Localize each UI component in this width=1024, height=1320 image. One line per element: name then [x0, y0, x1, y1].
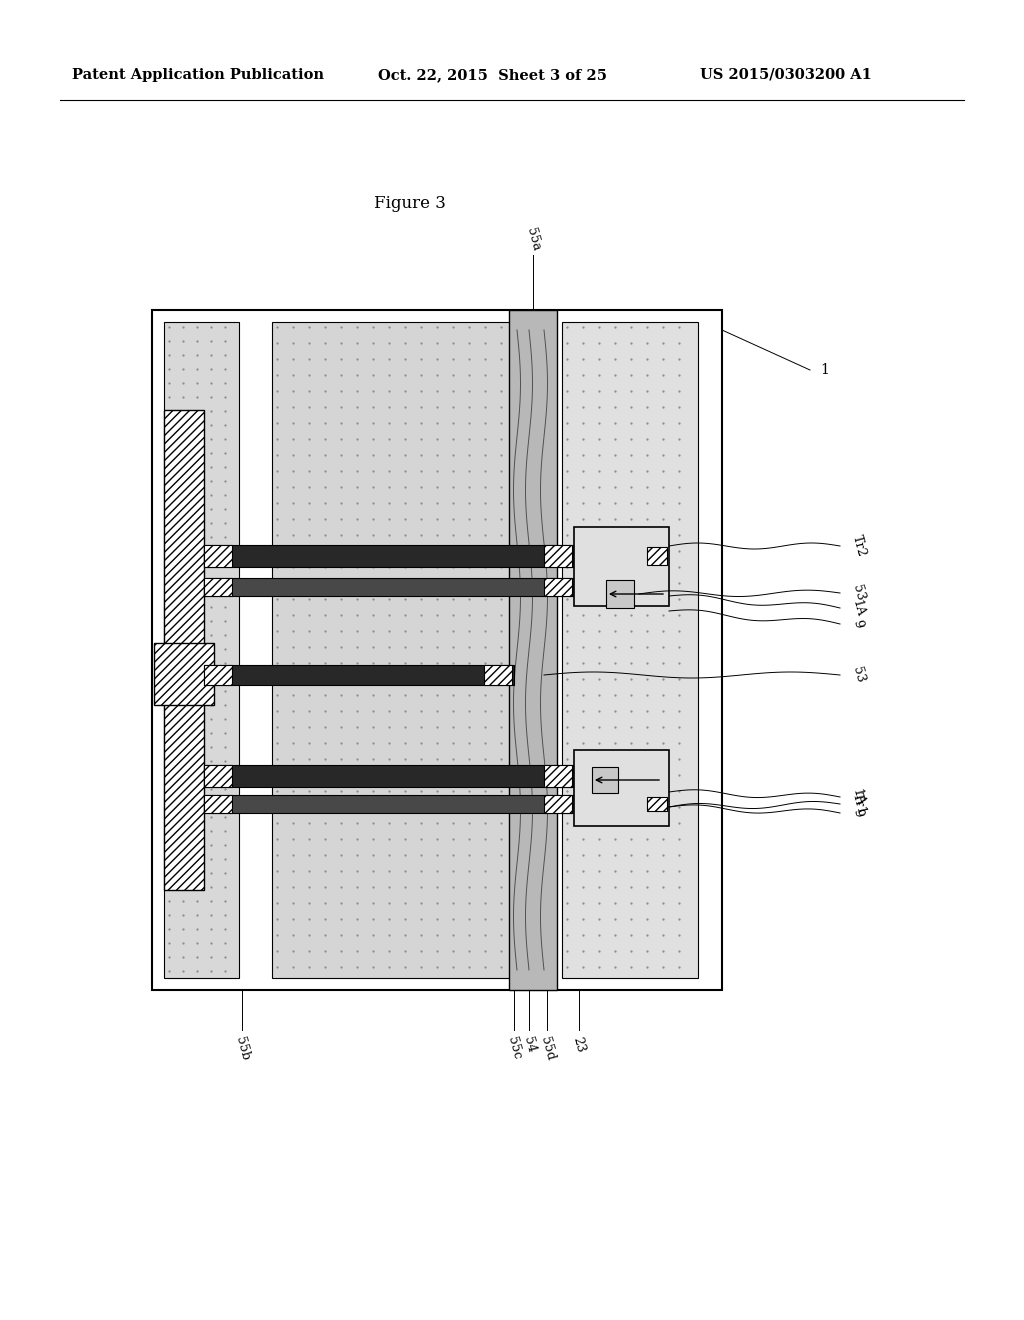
Text: 1A: 1A [850, 787, 867, 807]
Bar [204, 665, 514, 685]
Bar [204, 766, 232, 787]
Bar [574, 527, 669, 606]
Bar [164, 322, 239, 978]
Bar [647, 546, 667, 565]
Bar [484, 665, 512, 685]
Bar [204, 545, 232, 568]
Bar [204, 578, 574, 597]
Text: Figure 3: Figure 3 [374, 195, 445, 213]
Text: Oct. 22, 2015  Sheet 3 of 25: Oct. 22, 2015 Sheet 3 of 25 [378, 69, 607, 82]
Bar [204, 545, 574, 568]
Text: Patent Application Publication: Patent Application Publication [72, 69, 324, 82]
Bar [606, 579, 634, 609]
Text: 55a: 55a [523, 226, 543, 252]
Text: Tr2: Tr2 [850, 533, 868, 558]
Text: 1A: 1A [850, 598, 867, 618]
Bar [272, 322, 532, 978]
Text: 53: 53 [850, 665, 866, 684]
Bar [204, 665, 232, 685]
Text: 1: 1 [820, 363, 828, 378]
Text: 55b: 55b [232, 1035, 251, 1061]
Bar [544, 795, 572, 813]
Text: 9: 9 [850, 619, 864, 630]
Bar [562, 322, 698, 978]
Text: 55d: 55d [538, 1035, 556, 1061]
Text: 9: 9 [850, 808, 864, 818]
Bar [647, 797, 667, 810]
Bar [574, 750, 669, 826]
Bar [592, 767, 618, 793]
Bar [152, 310, 722, 990]
Text: US 2015/0303200 A1: US 2015/0303200 A1 [700, 69, 871, 82]
Text: 55c: 55c [505, 1035, 523, 1060]
Text: 23: 23 [570, 1035, 588, 1053]
Bar [544, 766, 572, 787]
Bar [164, 411, 204, 890]
Bar [204, 578, 232, 597]
Bar [204, 766, 574, 787]
Bar [154, 643, 214, 705]
Bar [544, 545, 572, 568]
Text: 53: 53 [850, 583, 866, 602]
Bar [544, 578, 572, 597]
Bar [204, 795, 574, 813]
Bar [204, 795, 232, 813]
Text: 54: 54 [520, 1035, 538, 1053]
Bar [509, 310, 557, 990]
Text: Tr1: Tr1 [850, 792, 868, 817]
